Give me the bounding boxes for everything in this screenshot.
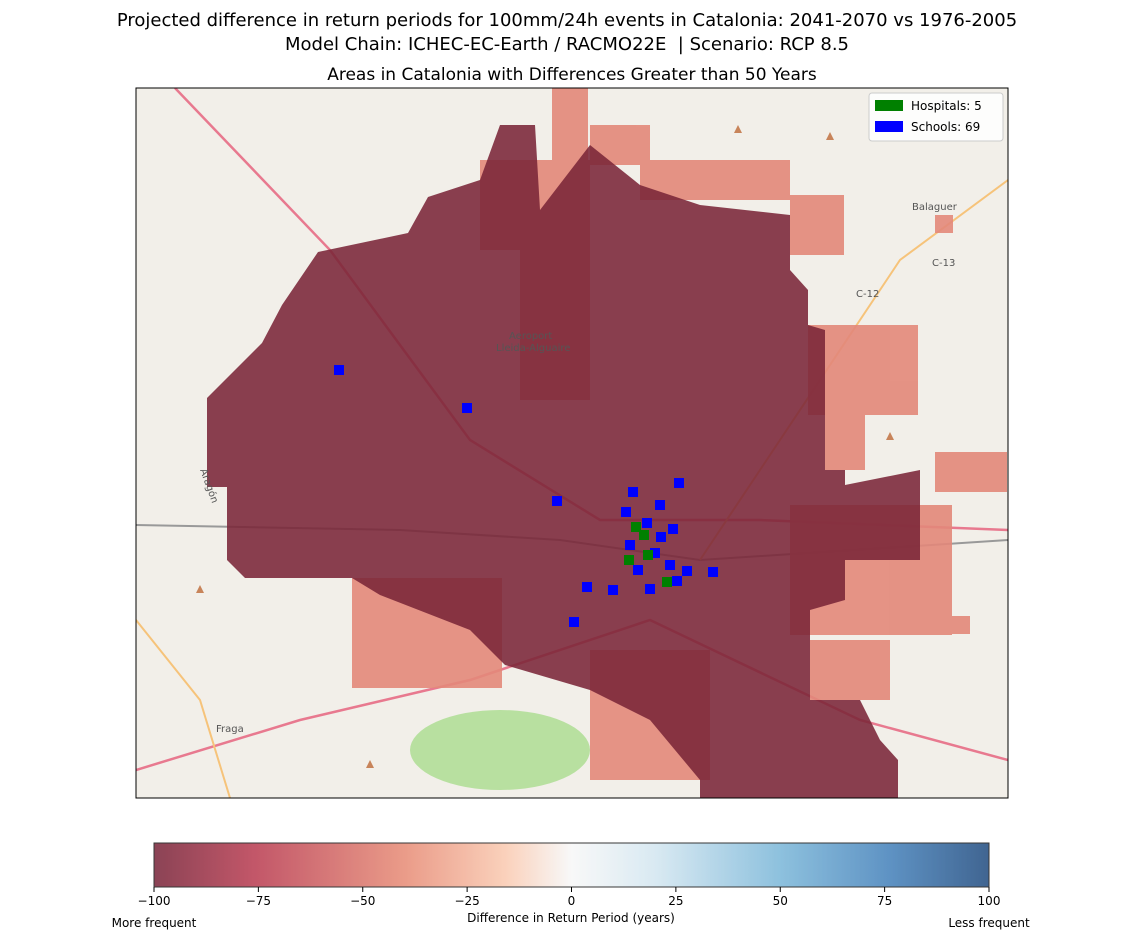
colorbar-tick-label: −50 [350,894,375,908]
colorbar-tick-label: 0 [568,894,576,908]
subtitle: Model Chain: ICHEC-EC-Earth / RACMO22E |… [285,34,849,55]
title: Projected difference in return periods f… [117,10,1017,31]
map-frame [135,87,1009,799]
legend-swatch [875,121,903,132]
hospitals [624,522,672,587]
colorbar-label: Difference in Return Period (years) [467,911,675,925]
colorbar [153,842,990,888]
road [136,619,231,798]
schools [334,365,718,627]
legend-swatch [875,100,903,111]
legend-label: Hospitals: 5 [911,99,982,113]
colorbar-tick-label: 25 [668,894,683,908]
colorbar-tick-label: 100 [978,894,1001,908]
colorbar-right-label: Less frequent [948,916,1030,930]
colorbar-tick-label: −75 [246,894,271,908]
colorbar-tick-label: 75 [877,894,892,908]
place-label: Fraga [216,724,244,735]
map: Balaguer C-13 C-12 Fraga Aeroport Lleida… [136,88,1008,798]
high-difference-area [207,125,920,798]
legend: Hospitals: 5 Schools: 69 [868,92,1004,142]
place-label: Lleida-Alguaire [496,343,570,354]
place-label: C-12 [856,289,879,300]
colorbar-tick-label: −25 [454,894,479,908]
park [410,710,590,790]
map-title: Areas in Catalonia with Differences Grea… [327,65,817,85]
place-label: C-13 [932,258,955,269]
place-label: Balaguer [912,202,958,213]
colorbar-tick-label: 50 [773,894,788,908]
colorbar-gradient [153,842,990,888]
legend-label: Schools: 69 [911,120,980,134]
peaks [196,125,894,768]
colorbar-left-label: More frequent [112,916,197,930]
place-label: Aeroport [509,331,552,342]
colorbar-tick-label: −100 [138,894,171,908]
